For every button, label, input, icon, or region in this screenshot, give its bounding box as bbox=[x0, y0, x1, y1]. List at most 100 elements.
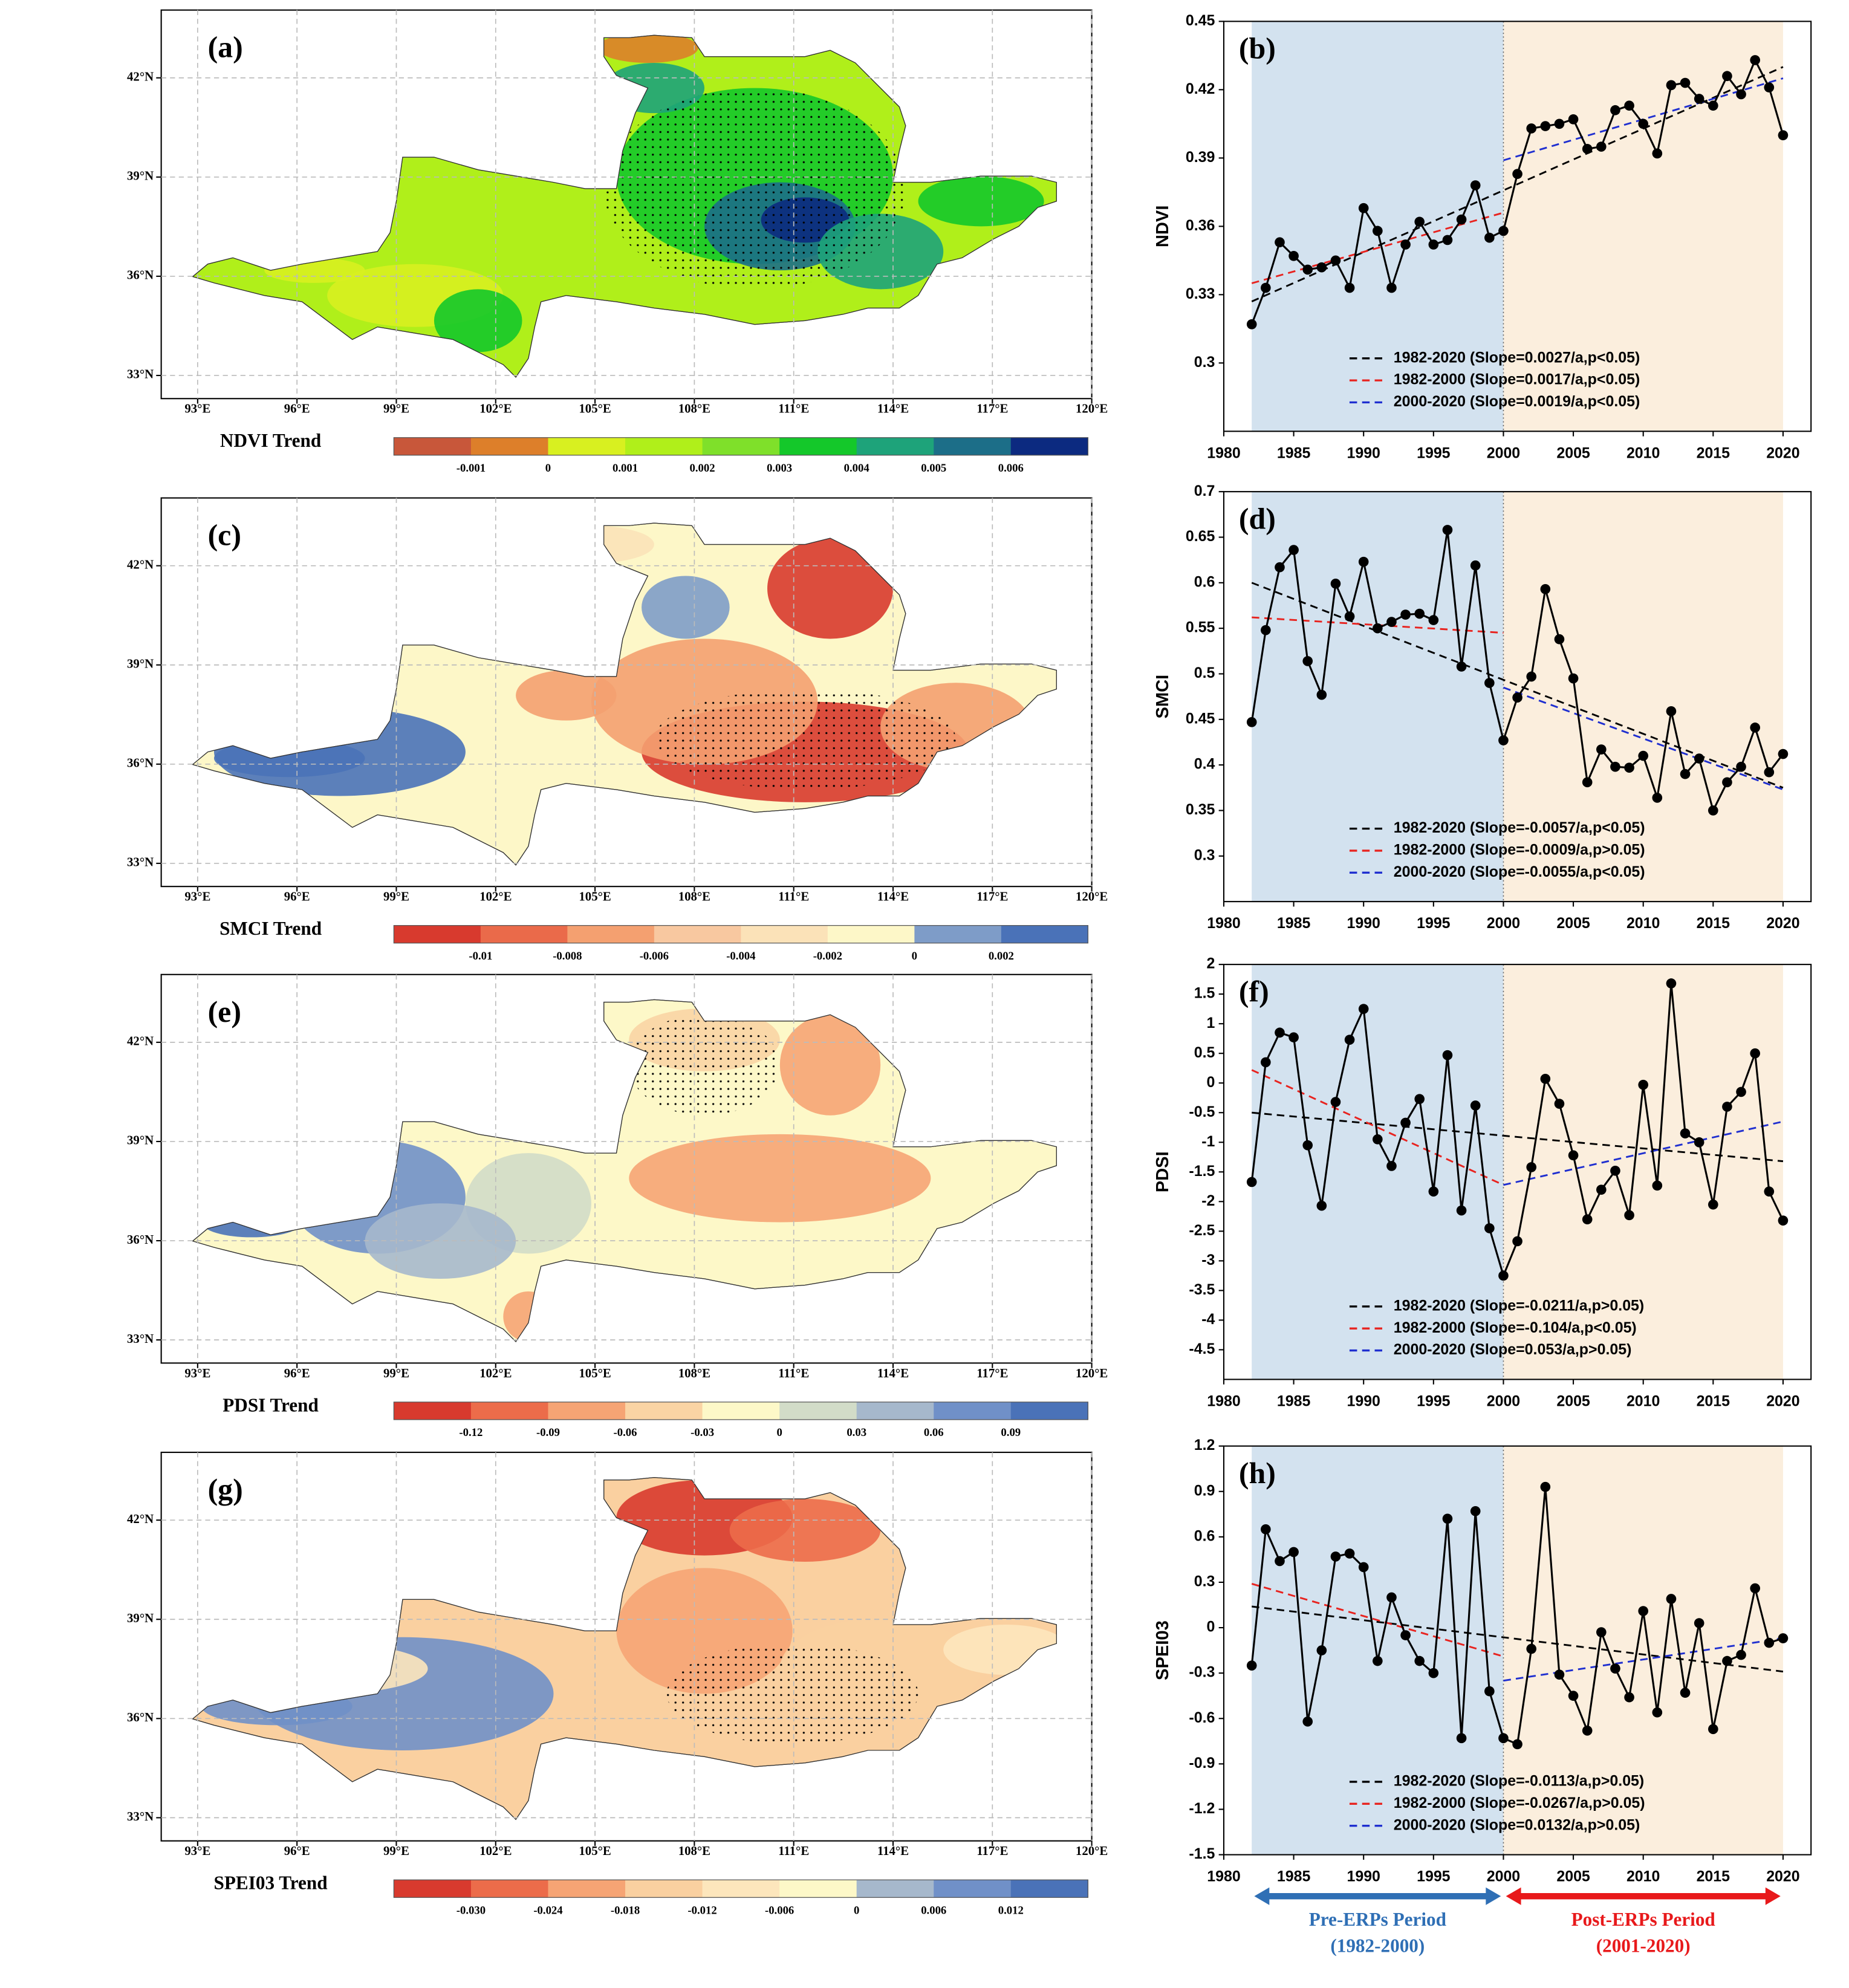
data-point bbox=[1582, 777, 1593, 788]
data-point bbox=[1750, 1048, 1761, 1059]
y-tick-label: -2.5 bbox=[1189, 1222, 1215, 1239]
y-tick-label: -1.5 bbox=[1189, 1163, 1215, 1180]
colorbar-tick-label: -0.001 bbox=[457, 462, 486, 475]
data-point bbox=[1275, 562, 1285, 573]
data-point bbox=[1316, 1200, 1327, 1211]
x-tick-label: 1980 bbox=[1207, 444, 1240, 461]
data-point bbox=[1344, 1548, 1355, 1559]
x-tick-label: 120°E bbox=[1076, 890, 1108, 904]
data-point bbox=[1373, 1134, 1383, 1145]
x-tick-label: 2010 bbox=[1626, 444, 1660, 461]
data-point bbox=[1750, 55, 1761, 65]
y-tick-label: 42°N bbox=[127, 557, 154, 571]
data-point bbox=[1624, 1692, 1634, 1703]
x-tick-label: 2000 bbox=[1487, 1392, 1520, 1409]
legend-label: 1982-2020 (Slope=-0.0211/a,p>0.05) bbox=[1394, 1297, 1645, 1314]
data-point bbox=[1778, 130, 1789, 141]
x-tick-label: 114°E bbox=[877, 890, 909, 904]
data-point bbox=[1666, 80, 1677, 91]
data-point bbox=[1512, 692, 1522, 703]
data-point bbox=[1442, 1050, 1453, 1061]
data-point bbox=[1288, 250, 1299, 261]
trend-line bbox=[1503, 1637, 1784, 1682]
data-point bbox=[1428, 1186, 1439, 1197]
data-point bbox=[1428, 1668, 1439, 1678]
colorbar-swatch bbox=[856, 1402, 934, 1420]
trend-line bbox=[1252, 1605, 1784, 1673]
data-point bbox=[1554, 1669, 1565, 1680]
data-point bbox=[1652, 1707, 1663, 1718]
x-tick-label: 2020 bbox=[1766, 1392, 1799, 1409]
colorbar-tick-label: -0.06 bbox=[614, 1426, 637, 1439]
x-tick-label: 99°E bbox=[383, 402, 409, 416]
data-point bbox=[1610, 105, 1620, 115]
legend-label: 1982-2000 (Slope=-0.104/a,p<0.05) bbox=[1394, 1319, 1637, 1336]
data-point bbox=[1470, 1100, 1481, 1111]
period-label: (1982-2000) bbox=[1330, 1935, 1425, 1957]
period-shade bbox=[1503, 492, 1783, 902]
x-tick-label: 105°E bbox=[579, 402, 611, 416]
data-point bbox=[1288, 545, 1299, 555]
x-tick-label: 2020 bbox=[1766, 444, 1799, 461]
colorbar-swatch bbox=[856, 437, 934, 455]
data-point bbox=[1275, 1556, 1285, 1567]
colorbar-swatch bbox=[470, 1880, 549, 1898]
data-point bbox=[1344, 1035, 1355, 1045]
period-label: (2001-2020) bbox=[1596, 1935, 1691, 1957]
data-point bbox=[1470, 560, 1481, 571]
data-point bbox=[1261, 625, 1271, 635]
legend-label: 2000-2020 (Slope=0.053/a,p>0.05) bbox=[1394, 1341, 1632, 1358]
data-point bbox=[1358, 1562, 1369, 1573]
y-tick-label: 33°N bbox=[127, 1810, 154, 1824]
data-point bbox=[1373, 623, 1383, 634]
x-tick-label: 2005 bbox=[1556, 1392, 1590, 1409]
data-point bbox=[1680, 768, 1691, 779]
colorbar-swatch bbox=[1010, 1880, 1088, 1898]
period-label: Pre-ERPs Period bbox=[1309, 1909, 1446, 1930]
data-point bbox=[1554, 634, 1565, 645]
x-tick-label: 96°E bbox=[284, 890, 310, 904]
x-tick-label: 96°E bbox=[284, 1366, 310, 1380]
data-point bbox=[1470, 180, 1481, 190]
data-point bbox=[1582, 143, 1593, 154]
data-point bbox=[1330, 579, 1341, 589]
data-point bbox=[1484, 678, 1495, 688]
y-axis-label: SPEI03 bbox=[1153, 1620, 1172, 1680]
data-point bbox=[1456, 214, 1467, 225]
x-tick-label: 93°E bbox=[184, 890, 210, 904]
panel-label: (f) bbox=[1239, 975, 1269, 1008]
legend-label: 2000-2020 (Slope=0.0019/a,p<0.05) bbox=[1394, 393, 1640, 410]
data-point bbox=[1694, 94, 1704, 104]
data-point bbox=[1638, 750, 1649, 761]
colorbar-label: NDVI Trend bbox=[220, 430, 321, 451]
colorbar-swatch bbox=[548, 437, 626, 455]
x-tick-label: 111°E bbox=[778, 402, 809, 416]
y-tick-label: 0.42 bbox=[1186, 80, 1215, 97]
data-point bbox=[1526, 671, 1537, 682]
colorbar-tick-label: -0.09 bbox=[536, 1426, 560, 1439]
data-point bbox=[1261, 1057, 1271, 1068]
y-tick-label: 0 bbox=[1207, 1074, 1215, 1091]
data-point bbox=[1512, 1739, 1522, 1750]
data-point bbox=[1344, 611, 1355, 622]
trend-line bbox=[1251, 66, 1784, 302]
x-tick-label: 1980 bbox=[1207, 1868, 1240, 1885]
colorbar-frame bbox=[393, 437, 1088, 456]
data-point bbox=[1484, 1223, 1495, 1233]
x-tick-label: 99°E bbox=[383, 890, 409, 904]
data-point bbox=[1302, 656, 1313, 666]
data-point bbox=[1498, 1733, 1509, 1744]
y-tick-label: 0.3 bbox=[1194, 846, 1215, 863]
data-point bbox=[1288, 1032, 1299, 1043]
x-tick-label: 105°E bbox=[579, 890, 611, 904]
data-point bbox=[1456, 1733, 1467, 1744]
data-point bbox=[1694, 753, 1704, 764]
data-point bbox=[1624, 1210, 1634, 1221]
y-tick-label: -3 bbox=[1201, 1252, 1215, 1268]
data-point bbox=[1568, 114, 1579, 125]
x-tick-label: 108°E bbox=[678, 1844, 710, 1858]
y-tick-label: 0 bbox=[1207, 1619, 1215, 1636]
x-tick-label: 2020 bbox=[1766, 915, 1799, 932]
x-tick-label: 120°E bbox=[1076, 1366, 1108, 1380]
